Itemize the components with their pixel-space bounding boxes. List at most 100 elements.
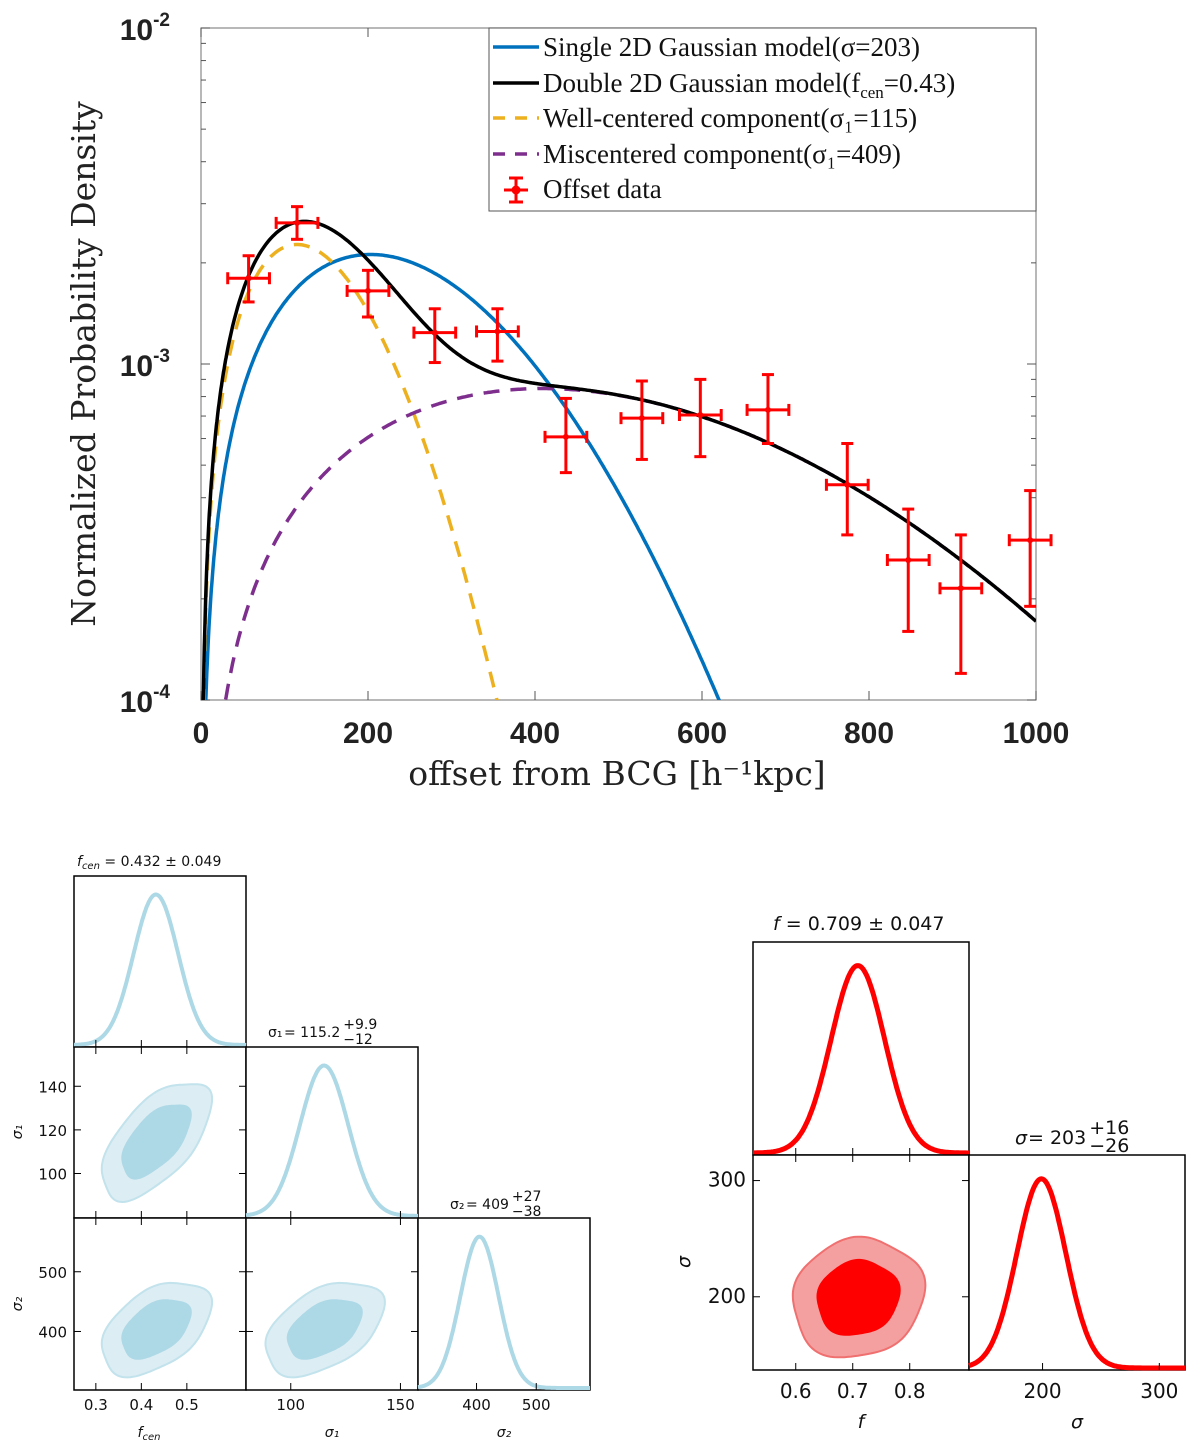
- corner-xlabel-f: f: [858, 1411, 868, 1433]
- corner-title-sigma1: σ₁: [268, 1025, 283, 1041]
- legend-label-double: Double 2D Gaussian model(fcen=0.43): [543, 68, 955, 102]
- data-point: [274, 205, 320, 241]
- data-point: [345, 268, 391, 319]
- corner-2d-panel: [73, 1217, 247, 1391]
- corner-ylabel-sigma2: σ₂: [10, 1296, 26, 1311]
- corner-title-sigma-sup: +16: [1089, 1117, 1129, 1139]
- corner-xlabel-sigma2: σ₂: [497, 1425, 512, 1441]
- series-well-centered-component: [201, 242, 499, 700]
- legend: Single 2D Gaussian model(σ=203) Double 2…: [488, 27, 1037, 212]
- series-single-2d-gaussian-model: [204, 252, 721, 700]
- x-tick-label: 200: [343, 717, 393, 750]
- panel-frame: [73, 875, 247, 1048]
- y-tick-label-base: 10: [120, 686, 153, 719]
- y-tick-label: 120: [38, 1122, 67, 1140]
- marginal-posterior-curve: [417, 1234, 590, 1390]
- series-miscentered-component: [223, 386, 1036, 700]
- legend-box: [488, 27, 1037, 212]
- data-marker: [905, 557, 912, 564]
- corner-xlabel-fcen: fcen: [138, 1425, 161, 1443]
- panel-frame: [752, 941, 970, 1156]
- data-point: [412, 307, 458, 365]
- y-tick-label: 10-2: [120, 10, 170, 47]
- marginal-posterior-curve: [968, 1176, 1185, 1371]
- legend-swatch-offset-data: [504, 176, 528, 204]
- corner-1d-panel: [417, 1217, 591, 1391]
- main-data-points: [226, 205, 1053, 675]
- x-tick-label: 800: [844, 717, 894, 750]
- y-tick-label-exponent: -3: [153, 346, 170, 367]
- contour-68: [121, 1104, 192, 1180]
- data-marker: [764, 406, 771, 413]
- y-tick-label-exponent: -4: [153, 682, 170, 703]
- data-marker: [957, 585, 964, 592]
- corner-title-fcen: fcen = 0.432 ± 0.049: [77, 854, 221, 872]
- y-tick-label: 10-4: [120, 682, 171, 719]
- y-tick-label: 300: [708, 1168, 746, 1192]
- corner-xlabel-sigma: σ: [1071, 1411, 1084, 1433]
- x-tick-label: 0.4: [129, 1396, 153, 1414]
- corner-title-f: f = 0.709 ± 0.047: [773, 913, 945, 935]
- data-point: [543, 396, 589, 475]
- x-tick-label: 0: [193, 717, 210, 750]
- marginal-posterior-curve: [74, 892, 247, 1047]
- y-tick-label: 100: [38, 1166, 67, 1184]
- corner-plot-single-model: f = 0.709 ± 0.047 σ = 203 +16 −26 f σ σ …: [673, 913, 1186, 1433]
- data-point: [824, 441, 870, 537]
- x-tick-label: 150: [386, 1396, 415, 1414]
- corner-1d-panel: [968, 1154, 1186, 1371]
- data-point: [885, 507, 931, 633]
- y-tick-label-base: 10: [120, 14, 153, 47]
- corner-title-sigma: σ: [1015, 1127, 1028, 1149]
- data-marker: [245, 275, 252, 282]
- data-marker: [1027, 537, 1034, 544]
- x-tick-label: 400: [510, 717, 560, 750]
- legend-label-double-main: Double 2D Gaussian model(f: [543, 68, 860, 98]
- corner-1d-panel: [73, 875, 247, 1048]
- contour-68: [121, 1299, 192, 1360]
- data-marker: [844, 481, 851, 488]
- marginal-posterior-curve: [245, 1063, 418, 1218]
- panel-frame: [417, 1217, 591, 1391]
- x-tick-label: 0.5: [175, 1396, 199, 1414]
- main-curves: [201, 219, 1036, 700]
- data-point: [1007, 489, 1053, 608]
- x-tick-label: 600: [677, 717, 727, 750]
- x-tick-label: 0.3: [84, 1396, 108, 1414]
- data-point: [938, 533, 984, 675]
- y-tick-label: 10-3: [120, 346, 170, 383]
- x-tick-label: 100: [276, 1396, 305, 1414]
- data-marker: [431, 329, 438, 336]
- data-marker: [562, 433, 569, 440]
- data-point: [619, 379, 665, 461]
- corner-title-sigma2-sub: −38: [512, 1204, 542, 1220]
- series-double-2d-gaussian-model: [201, 219, 1036, 700]
- x-tick-label: 500: [522, 1396, 551, 1414]
- legend-label-offset-data: Offset data: [543, 174, 662, 204]
- data-marker: [294, 219, 301, 226]
- legend-label-well-centered: Well-centered component(σ₁=115): [543, 103, 917, 133]
- data-point: [475, 307, 520, 363]
- data-point: [677, 377, 723, 459]
- marginal-posterior-curve: [753, 963, 969, 1156]
- corner-2d-panel: [73, 1046, 247, 1219]
- corner-title-sigma1-sub: −12: [343, 1032, 373, 1048]
- x-tick-label: 200: [1023, 1379, 1061, 1403]
- y-axis-label: Normalized Probability Density: [64, 101, 103, 627]
- corner-plot-double-model: fcen = 0.432 ± 0.049 σ₁ = 115.2 +9.9 −12…: [10, 854, 591, 1443]
- y-tick-label: 500: [38, 1264, 67, 1282]
- legend-label-double-tail: =0.43): [884, 68, 955, 98]
- x-tick-label: 300: [1140, 1379, 1178, 1403]
- x-tick-label: 0.8: [894, 1379, 926, 1403]
- y-tick-label: 400: [38, 1323, 67, 1341]
- x-tick-label: 0.6: [780, 1379, 812, 1403]
- corner-title-sigma2: σ₂: [450, 1197, 465, 1213]
- legend-label-double-sub: cen: [860, 83, 884, 102]
- x-tick-label: 0.7: [837, 1379, 869, 1403]
- y-tick-label: 140: [38, 1078, 67, 1096]
- corner-title-sigma2-value: = 409: [466, 1197, 509, 1213]
- y-tick-label-exponent: -2: [153, 10, 170, 31]
- x-axis-label: offset from BCG [h⁻¹kpc]: [408, 754, 825, 793]
